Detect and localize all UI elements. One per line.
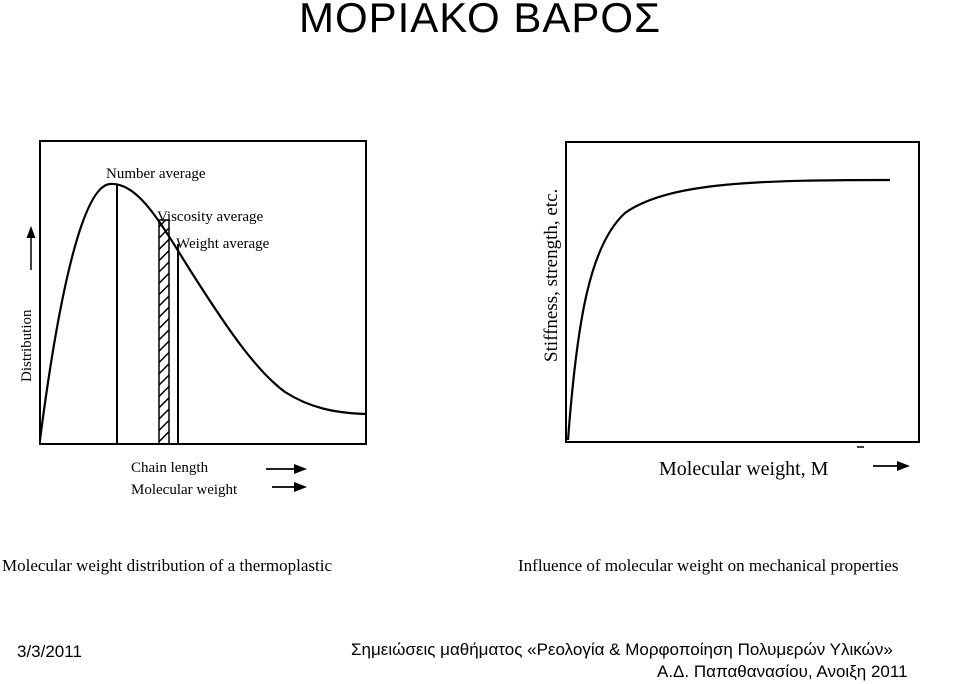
mw-axis-label: Molecular weight, M [659,458,829,480]
number-average-label: Number average [106,166,206,182]
footer-author: Α.Δ. Παπαθανασίου, Ανοιξη 2011 [657,662,908,681]
distribution-curve [38,182,367,441]
footer-course: Σημειώσεις μαθήματος «Ρεολογία & Μορφοπο… [351,640,893,659]
weight-average-label: Weight average [176,236,270,252]
property-curve [566,178,891,441]
viscosity-average-label: Viscosity average [157,209,263,225]
right-arrow-icon [272,482,307,492]
left-chart-caption: Molecular weight distribution of a therm… [2,556,333,575]
slide-title: ΜΟΡΙΑΚΟ ΒΑΡΟΣ [298,0,662,41]
molecular-weight-label: Molecular weight [131,482,238,498]
footer-date: 3/3/2011 [17,642,82,661]
left-chart: Number average Viscosity average Weight … [19,140,367,498]
up-arrow-icon [26,226,36,270]
right-arrow-icon [266,464,307,474]
viscosity-band [158,219,170,445]
chain-length-label: Chain length [131,460,209,476]
right-chart-caption: Influence of molecular weight on mechani… [518,556,899,575]
right-chart: Stiffness, strength, etc. Molecular weig… [541,141,920,480]
right-chart-frame [565,141,920,443]
right-arrow-icon [873,461,910,471]
distribution-label: Distribution [19,309,35,382]
left-chart-frame [39,140,367,445]
stiffness-label: Stiffness, strength, etc. [541,189,562,362]
